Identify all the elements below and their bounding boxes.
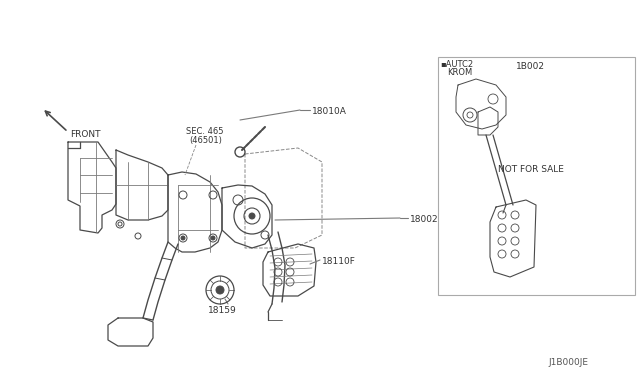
Text: J1B000JE: J1B000JE xyxy=(548,358,588,367)
Text: KROM: KROM xyxy=(447,68,472,77)
Text: 18159: 18159 xyxy=(208,306,237,315)
Circle shape xyxy=(249,213,255,219)
Circle shape xyxy=(211,236,215,240)
Text: NOT FOR SALE: NOT FOR SALE xyxy=(498,165,564,174)
Text: 1B002: 1B002 xyxy=(516,62,545,71)
Bar xyxy=(438,57,635,295)
Circle shape xyxy=(181,236,185,240)
Circle shape xyxy=(216,286,224,294)
Text: 18002: 18002 xyxy=(410,215,438,224)
Text: 18010A: 18010A xyxy=(312,107,347,116)
Text: 18110F: 18110F xyxy=(322,257,356,266)
Text: SEC. 465: SEC. 465 xyxy=(186,127,223,136)
Text: ▪AUTC2: ▪AUTC2 xyxy=(440,60,473,69)
Text: FRONT: FRONT xyxy=(70,130,100,139)
Text: (46501): (46501) xyxy=(189,136,222,145)
